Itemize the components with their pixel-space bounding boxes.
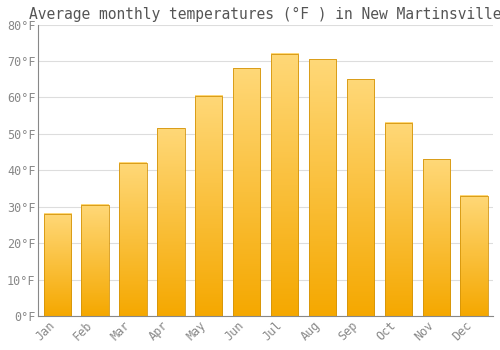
Bar (157, 128, 184, 316)
Bar (422, 159, 450, 316)
Bar (384, 123, 412, 316)
Title: Average monthly temperatures (°F ) in New Martinsville: Average monthly temperatures (°F ) in Ne… (30, 7, 500, 22)
Bar (195, 96, 222, 316)
Bar (233, 68, 260, 316)
Bar (271, 54, 298, 316)
Bar (44, 214, 71, 316)
Bar (82, 205, 108, 316)
Bar (347, 79, 374, 316)
Bar (309, 59, 336, 316)
Bar (120, 163, 146, 316)
Bar (460, 196, 487, 316)
